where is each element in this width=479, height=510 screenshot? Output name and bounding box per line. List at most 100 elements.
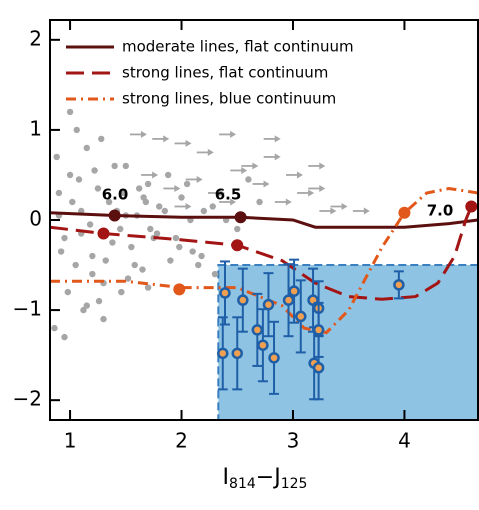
point: [53, 153, 60, 161]
point: [118, 288, 125, 296]
sample-point: [393, 279, 405, 291]
point: [256, 198, 263, 206]
point: [111, 162, 118, 170]
arrow-head: [274, 135, 281, 143]
point: [95, 297, 103, 305]
limit-arrow: [263, 135, 281, 143]
point: [89, 252, 96, 260]
y-tick-label: −1: [13, 297, 42, 321]
point: [100, 315, 107, 323]
limit-arrow: [152, 135, 170, 143]
arrow-head: [252, 162, 259, 170]
point: [131, 261, 138, 269]
track-line: [50, 205, 473, 301]
point: [139, 266, 146, 273]
arrow-head: [230, 198, 237, 206]
sample-point: [231, 347, 243, 360]
annotation: 6.5: [215, 186, 242, 204]
sample-point: [295, 310, 307, 323]
arrow-head: [263, 180, 270, 188]
point: [66, 108, 74, 116]
track-marker: [231, 239, 244, 252]
x-axis-label-part: 125: [281, 476, 308, 492]
arrow-head: [230, 130, 237, 138]
point: [198, 252, 205, 260]
point: [120, 189, 127, 197]
limit-arrow: [230, 166, 248, 174]
point: [69, 198, 76, 206]
limit-arrow: [185, 175, 203, 183]
point: [164, 171, 172, 179]
sample-point: [268, 352, 280, 364]
sample-point: [262, 298, 275, 311]
arrow-head: [185, 202, 192, 210]
x-axis-label-part: 814: [229, 476, 256, 492]
point: [61, 333, 68, 341]
y-tick-label: −2: [13, 387, 42, 411]
point: [75, 176, 83, 183]
limit-arrow: [196, 148, 214, 156]
track-marker: [465, 200, 478, 213]
point: [72, 261, 79, 269]
point: [83, 144, 90, 152]
point: [156, 203, 163, 210]
sample-point: [257, 339, 269, 351]
sample-point: [237, 294, 249, 306]
arrow-head: [363, 207, 370, 215]
limit-arrow: [207, 189, 225, 197]
track-marker: [97, 227, 110, 240]
point: [55, 189, 63, 197]
arrow-head: [319, 162, 326, 170]
annotation: 6.0: [102, 186, 129, 204]
point: [89, 270, 96, 278]
sample-point: [251, 324, 264, 336]
point: [66, 171, 74, 179]
x-tick-label: 3: [287, 429, 300, 453]
track-marker: [234, 211, 247, 224]
point: [91, 167, 98, 174]
point: [144, 180, 152, 188]
limit-arrow: [308, 162, 326, 170]
point: [178, 194, 185, 201]
point: [86, 221, 94, 228]
limit-arrow: [141, 171, 159, 179]
legend-label: moderate lines, flat continuum: [122, 38, 354, 56]
arrow-head: [207, 148, 214, 156]
arrow-head: [163, 135, 170, 143]
sample-point: [312, 324, 325, 336]
limit-arrow: [252, 180, 270, 188]
arrow-head: [274, 153, 281, 161]
point: [102, 257, 109, 264]
arrow-head: [174, 184, 181, 192]
sample-point: [288, 285, 300, 297]
point: [209, 203, 216, 210]
y-tick-label: 0: [29, 207, 42, 231]
point: [51, 324, 58, 332]
limit-arrow: [263, 153, 281, 161]
y-tick-label: 1: [29, 116, 42, 140]
x-axis-label: I814−J125: [223, 465, 308, 492]
point: [167, 257, 174, 264]
arrow-head: [218, 189, 225, 197]
sample-point: [282, 294, 295, 306]
point: [105, 198, 113, 206]
sample-point: [312, 361, 325, 374]
legend-label: strong lines, blue continuum: [122, 90, 336, 108]
limit-arrow: [174, 202, 192, 210]
point: [80, 306, 87, 314]
sample-point: [219, 287, 231, 299]
point: [144, 284, 152, 291]
point: [147, 225, 154, 233]
arrow-head: [196, 175, 203, 183]
track-line: [50, 186, 478, 335]
limit-arrow: [219, 130, 237, 138]
limit-arrow: [174, 139, 192, 147]
arrow-head: [185, 139, 192, 147]
arrow-head: [319, 184, 326, 192]
point: [176, 243, 183, 251]
point: [245, 176, 252, 183]
point: [200, 207, 208, 215]
arrow-head: [241, 166, 248, 174]
limit-arrow: [330, 202, 348, 210]
point: [57, 248, 65, 255]
